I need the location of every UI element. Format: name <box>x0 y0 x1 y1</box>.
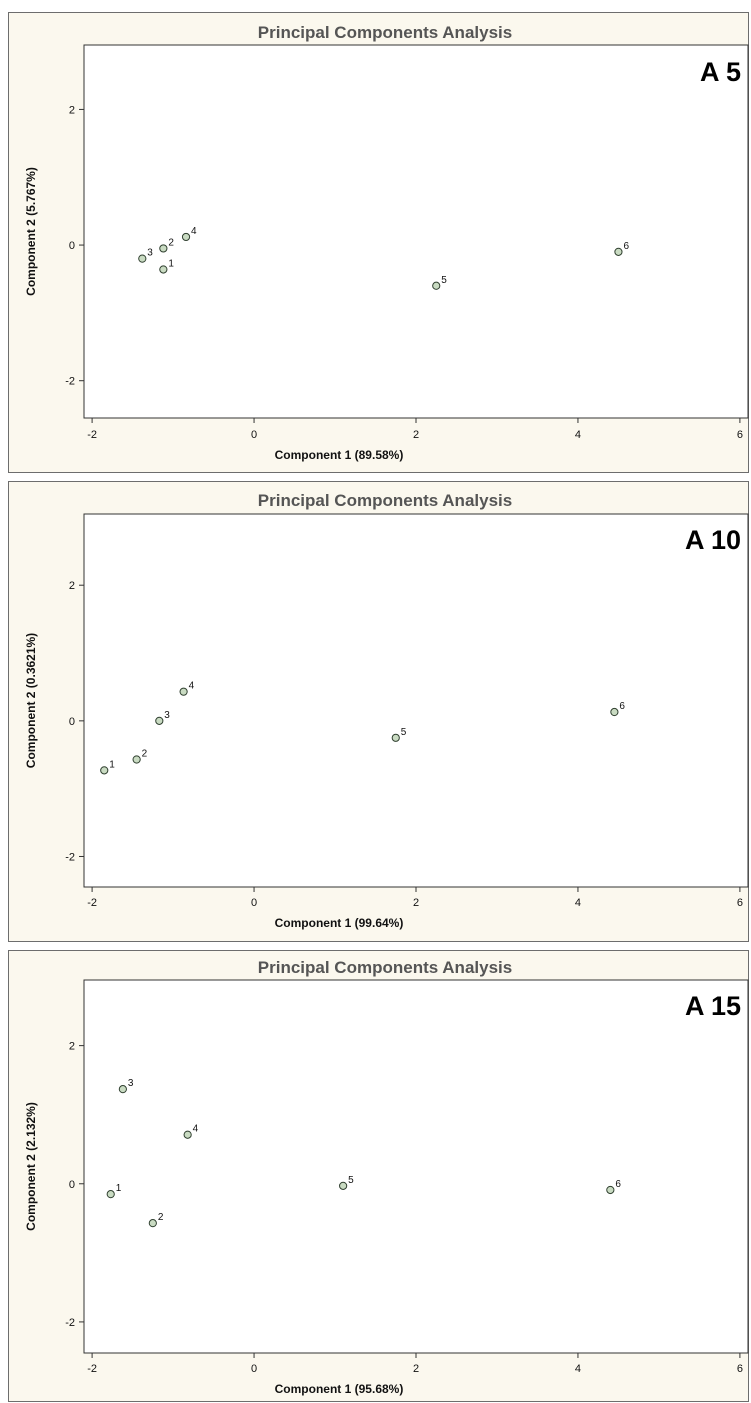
panel-tag-label: A 5 <box>700 57 741 87</box>
chart-title: Principal Components Analysis <box>258 23 512 42</box>
data-point <box>132 755 141 764</box>
pca-chart-a15: Principal Components Analysis-2 0 2 4 6-202C… <box>24 958 749 1396</box>
pca-panel-a15: Principal Components Analysis -2 0 2 4 6 -2 0 2 C… <box>8 950 749 1402</box>
plot-area <box>83 513 749 888</box>
x-tick-label: 4 <box>575 897 581 909</box>
y-tick-label: -2 <box>65 851 75 863</box>
data-point-label: 1 <box>116 1183 122 1194</box>
y-tick-label: 0 <box>69 716 75 728</box>
pca-chart-a5: Principal Components Analysis-2 0 2 4 6-202C… <box>24 23 749 462</box>
x-tick-label: 4 <box>575 1363 581 1375</box>
data-point-label: 5 <box>348 1175 354 1186</box>
data-point-label: 3 <box>147 248 153 259</box>
data-point <box>181 232 191 242</box>
x-tick-label: 2 <box>413 1363 419 1375</box>
data-point-label: 4 <box>189 681 195 692</box>
data-point <box>106 1190 115 1199</box>
data-point <box>610 707 619 717</box>
data-point <box>118 1085 127 1094</box>
plot-area <box>83 979 749 1354</box>
data-point <box>183 1130 192 1139</box>
data-point-label: 6 <box>615 1179 621 1190</box>
chart-title: Principal Components Analysis <box>258 491 512 510</box>
data-point <box>391 733 400 742</box>
y-tick-label: -2 <box>65 1317 75 1329</box>
chart-title: Principal Components Analysis <box>258 958 512 977</box>
x-tick-label: -2 <box>87 429 97 441</box>
data-point-label: 2 <box>142 749 148 760</box>
data-point <box>148 1219 157 1228</box>
y-tick-label: 0 <box>69 1179 75 1191</box>
data-point-label: 6 <box>623 241 629 252</box>
data-point <box>606 1185 615 1195</box>
x-tick-label: -2 <box>87 1363 97 1375</box>
data-point-label: 3 <box>164 710 170 721</box>
x-tick-label: 4 <box>575 429 581 441</box>
x-axis-label: Component 1 (95.68%) <box>275 1382 404 1396</box>
data-point <box>159 265 168 274</box>
data-point-label: 1 <box>109 759 115 770</box>
data-point <box>432 281 441 290</box>
data-point <box>155 716 164 725</box>
y-axis-label: Component 2 (2.132%) <box>24 1102 38 1231</box>
x-tick-label: 0 <box>251 897 257 909</box>
data-point-label: 3 <box>128 1078 134 1089</box>
data-point <box>614 247 623 256</box>
x-axis-label: Component 1 (89.58%) <box>275 448 404 462</box>
y-tick-label: -2 <box>65 376 75 388</box>
panel-tag-label: A 15 <box>685 991 741 1021</box>
x-tick-label: 6 <box>737 897 743 909</box>
y-tick-label: 2 <box>69 580 75 592</box>
x-tick-label: 0 <box>251 1363 257 1375</box>
pca-panel-a5: Principal Components Analysis -2 0 2 4 6 -2 0 2 C… <box>8 12 749 473</box>
data-point <box>100 766 109 775</box>
y-axis-label: Component 2 (5.767%) <box>24 167 38 296</box>
data-point-label: 2 <box>168 237 174 248</box>
y-tick-label: 2 <box>69 104 75 116</box>
data-point-label: 5 <box>401 727 407 738</box>
pca-panel-a10: Principal Components Analysis -2 0 2 4 6 -2 0 2 C… <box>8 481 749 942</box>
x-tick-label: 2 <box>413 429 419 441</box>
x-tick-label: 6 <box>737 429 743 441</box>
panel-tag-label: A 10 <box>685 525 741 555</box>
data-point-label: 4 <box>191 226 197 237</box>
y-tick-label: 2 <box>69 1041 75 1053</box>
x-axis-label: Component 1 (99.64%) <box>275 916 404 930</box>
data-point <box>179 687 188 696</box>
data-point <box>159 244 168 253</box>
y-tick-label: 0 <box>69 240 75 252</box>
x-tick-label: -2 <box>87 897 97 909</box>
data-point-label: 2 <box>158 1212 164 1223</box>
pca-chart-a10: Principal Components Analysis-2 0 2 4 6-202C… <box>24 491 749 930</box>
data-point-label: 5 <box>441 275 447 286</box>
y-axis-label: Component 2 (0.3621%) <box>24 633 38 768</box>
data-point-label: 6 <box>619 701 625 712</box>
x-tick-label: 2 <box>413 897 419 909</box>
x-tick-label: 6 <box>737 1363 743 1375</box>
data-point <box>138 254 147 263</box>
data-point-label: 4 <box>193 1124 199 1135</box>
data-point-label: 1 <box>168 258 174 269</box>
plot-area <box>83 44 749 419</box>
data-point <box>339 1181 348 1190</box>
x-tick-label: 0 <box>251 429 257 441</box>
